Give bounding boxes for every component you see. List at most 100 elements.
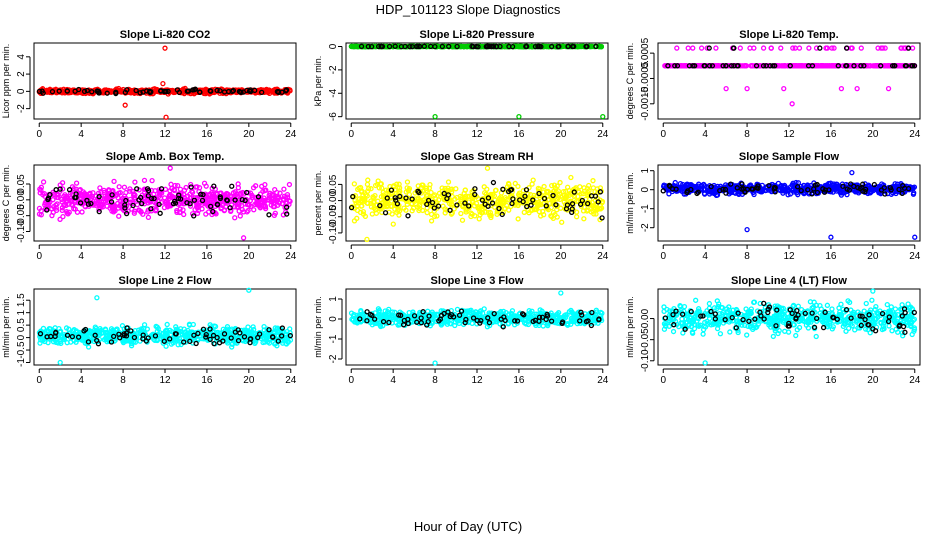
reference-point: [108, 199, 115, 205]
reference-point: [388, 187, 395, 193]
data-point: [535, 185, 541, 192]
data-point: [98, 189, 104, 196]
reference-point: [144, 186, 151, 192]
data-point: [557, 179, 563, 186]
reference-point: [860, 188, 866, 194]
reference-point: [53, 330, 59, 336]
data-point: [400, 196, 407, 202]
data-point: [371, 195, 377, 201]
data-point: [42, 200, 49, 206]
reference-point: [96, 194, 102, 200]
scatter-points: [660, 169, 918, 240]
panel-4: Slope Amb. Box Temp.0 4 8 12 16 20 24-0.10-0.0…: [1, 151, 297, 262]
data-point: [74, 209, 81, 215]
data-point: [229, 344, 235, 350]
reference-point: [140, 332, 146, 338]
reference-point: [227, 205, 233, 211]
reference-point: [424, 201, 430, 208]
panel-3: Slope Li-820 Temp.0 4 8 12 16 20 24-0.0015-0.0…: [625, 29, 921, 140]
data-point: [53, 207, 60, 214]
data-point: [551, 188, 558, 194]
data-point: [713, 185, 720, 191]
data-point: [40, 191, 46, 198]
data-point: [183, 184, 189, 191]
outlier-point: [484, 165, 491, 171]
reference-point: [728, 181, 734, 187]
reference-point: [247, 339, 253, 346]
scatter-points: [348, 290, 605, 366]
reference-point: [446, 43, 452, 50]
reference-point: [284, 211, 290, 217]
outlier-point: [912, 234, 918, 240]
x-tick-label: 0: [36, 251, 42, 262]
data-point: [154, 324, 160, 330]
data-point: [379, 185, 385, 191]
reference-point: [242, 197, 248, 204]
reference-point: [162, 89, 168, 95]
reference-point: [247, 88, 254, 95]
scatter-points: [36, 165, 293, 241]
x-tick-label: 12: [159, 375, 171, 386]
plot-frame: [345, 288, 609, 366]
data-point: [591, 211, 597, 217]
data-point: [431, 213, 438, 220]
data-point: [240, 209, 247, 215]
reference-point: [158, 186, 165, 192]
reference-point: [771, 186, 777, 192]
data-point: [242, 338, 249, 345]
data-point: [153, 206, 159, 213]
outlier-point: [364, 236, 370, 243]
data-point: [458, 210, 464, 217]
reference-point: [167, 336, 173, 342]
data-point: [461, 190, 467, 197]
data-point: [460, 204, 466, 210]
data-point: [351, 205, 357, 211]
data-point: [211, 323, 217, 329]
data-point: [162, 331, 169, 337]
data-point: [838, 190, 844, 196]
reference-point: [96, 90, 102, 96]
reference-point: [425, 197, 432, 204]
data-point: [252, 340, 258, 347]
outlier-point: [723, 85, 729, 92]
data-point: [423, 187, 430, 194]
data-point: [87, 190, 93, 196]
reference-point: [211, 183, 217, 189]
data-point: [383, 187, 389, 193]
data-point: [280, 196, 287, 202]
reference-point: [191, 197, 197, 203]
data-point: [80, 335, 87, 341]
reference-point: [535, 43, 541, 50]
reference-point: [720, 186, 726, 192]
panel-title: Slope Li-820 Pressure: [420, 29, 535, 41]
reference-point: [124, 325, 130, 331]
reference-point: [85, 339, 92, 345]
reference-point: [462, 200, 468, 206]
reference-point: [152, 333, 159, 339]
y-tick-label: 1: [16, 309, 27, 315]
y-tick-label: 1: [640, 167, 651, 173]
reference-point: [165, 88, 171, 95]
reference-point: [731, 63, 737, 69]
reference-point: [161, 338, 167, 344]
reference-point: [881, 185, 887, 191]
data-point: [187, 203, 194, 209]
reference-point: [878, 63, 884, 69]
data-point: [831, 45, 837, 51]
reference-point: [136, 197, 142, 203]
data-point: [487, 209, 493, 216]
data-point: [478, 209, 485, 216]
reference-point: [454, 43, 460, 50]
data-point: [529, 181, 535, 187]
reference-point: [439, 43, 445, 50]
data-point: [274, 197, 281, 203]
scatter-points: [36, 45, 293, 120]
data-point: [208, 197, 214, 203]
data-point: [581, 204, 587, 210]
data-point: [461, 43, 467, 50]
data-point: [362, 196, 368, 202]
reference-point: [685, 188, 691, 194]
reference-point: [493, 43, 499, 50]
data-point: [201, 180, 208, 186]
data-point: [864, 63, 870, 69]
